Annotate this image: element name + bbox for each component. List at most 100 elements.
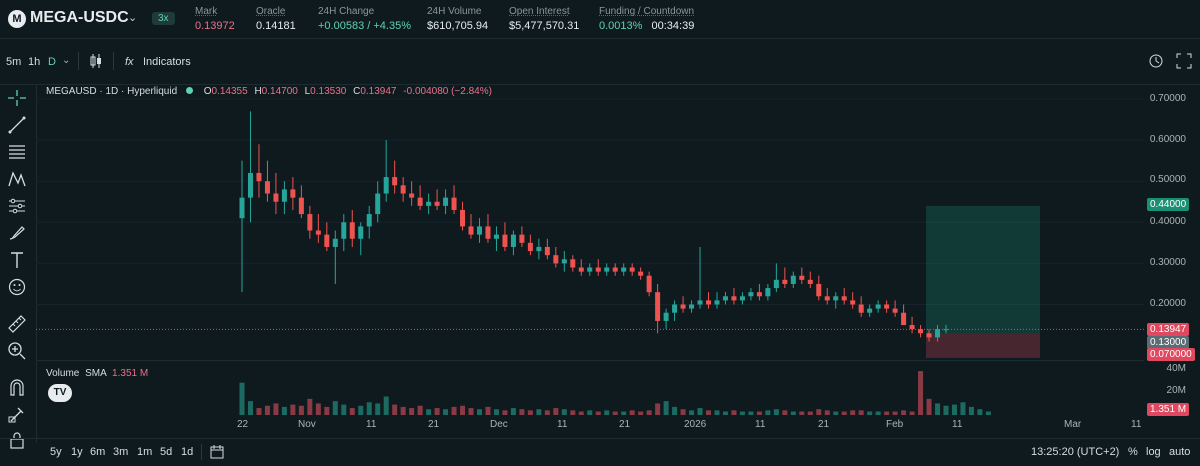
fx-icon[interactable]: fx xyxy=(125,56,134,68)
tradingview-logo-icon[interactable]: TV xyxy=(48,384,72,402)
range-5y[interactable]: 5y xyxy=(50,446,62,458)
legend-open: 0.14355 xyxy=(211,86,248,97)
candle-body xyxy=(239,197,245,219)
x-tick: 11 xyxy=(366,419,377,430)
volume-bar xyxy=(476,409,482,415)
volume-bar xyxy=(434,408,440,415)
candle-body xyxy=(460,209,466,227)
ruler-icon[interactable] xyxy=(6,313,28,333)
stat-label: Open Interest xyxy=(509,6,570,17)
log-toggle[interactable]: log xyxy=(1146,446,1161,458)
horizontal-lines-icon[interactable] xyxy=(6,142,28,162)
candle-body xyxy=(935,329,941,338)
trend-line-icon[interactable] xyxy=(6,115,28,135)
volume-bar xyxy=(977,409,983,415)
chevron-down-icon[interactable]: ⌄ xyxy=(128,12,138,24)
stat-open-interest: Open Interest $5,477,570.31 xyxy=(509,6,579,32)
candle-type-icon[interactable] xyxy=(89,53,103,69)
volume-bar xyxy=(247,401,253,415)
candle-body xyxy=(926,333,932,338)
volume-chart[interactable] xyxy=(36,362,1144,417)
volume-bar xyxy=(867,411,873,415)
forecast-icon[interactable] xyxy=(6,196,28,216)
volume-bar xyxy=(858,410,864,415)
stat-label: Mark xyxy=(195,6,218,17)
candle-body xyxy=(638,271,644,276)
toolbar-divider xyxy=(201,444,202,460)
volume-bar xyxy=(714,410,720,415)
legend-change: -0.004080 (−2.84%) xyxy=(403,86,492,97)
volume-bar xyxy=(256,408,262,415)
indicators-button[interactable]: Indicators xyxy=(143,56,191,68)
candle-body xyxy=(629,267,635,272)
interval-1h[interactable]: 1h xyxy=(28,56,41,68)
clock-timezone[interactable]: 13:25:20 (UTC+2) xyxy=(1031,446,1120,458)
stat-24h-change: 24H Change +0.00583 / +4.35% xyxy=(318,6,411,32)
volume-bar xyxy=(493,409,499,415)
volume-bar xyxy=(901,410,907,415)
stat-value: +0.00583 / +4.35% xyxy=(318,20,411,32)
range-6m[interactable]: 6m xyxy=(90,446,106,458)
volume-bar xyxy=(443,409,449,415)
stat-funding: Funding / Countdown 0.0013% 00:34:39 xyxy=(599,6,694,32)
stop-loss-zone[interactable] xyxy=(926,333,1040,358)
interval-5m[interactable]: 5m xyxy=(6,56,22,68)
volume-bar xyxy=(366,402,372,415)
volume-bar xyxy=(426,409,432,415)
candle-body xyxy=(858,304,864,313)
stat-24h-volume: 24H Volume $610,705.94 xyxy=(427,6,488,32)
volume-bar xyxy=(553,408,559,415)
fullscreen-icon[interactable] xyxy=(1176,53,1192,69)
pattern-icon[interactable] xyxy=(6,169,28,189)
range-5d[interactable]: 5d xyxy=(160,446,173,458)
candle-body xyxy=(561,259,567,264)
range-3m[interactable]: 3m xyxy=(113,446,129,458)
candle-body xyxy=(773,279,779,289)
candle-body xyxy=(298,197,304,215)
volume-bar xyxy=(358,405,364,415)
text-icon[interactable] xyxy=(6,250,28,270)
candle-body xyxy=(689,304,695,309)
chevron-down-icon[interactable]: ⌄ xyxy=(62,55,71,66)
percent-toggle[interactable]: % xyxy=(1128,446,1138,458)
candle-body xyxy=(383,177,389,194)
lock-drawing-icon[interactable] xyxy=(6,404,28,424)
magnet-icon[interactable] xyxy=(6,377,28,397)
zoom-in-icon[interactable] xyxy=(6,340,28,360)
candle-body xyxy=(782,279,788,284)
replay-clock-icon[interactable] xyxy=(1148,53,1164,69)
price-chart[interactable] xyxy=(36,85,1144,415)
pair-selector[interactable]: MEGA-USDC xyxy=(30,9,129,26)
brush-icon[interactable] xyxy=(6,223,28,243)
bottom-toolbar xyxy=(0,438,1200,466)
candle-body xyxy=(850,300,856,305)
volume-bar xyxy=(281,406,287,415)
range-1y[interactable]: 1y xyxy=(71,446,83,458)
entry-price-tag: 0.13000 xyxy=(1147,336,1190,349)
candle-body xyxy=(807,279,813,284)
candle-body xyxy=(358,226,364,239)
crosshair-icon[interactable] xyxy=(6,88,28,108)
volume-bar xyxy=(790,411,796,415)
x-tick: 11 xyxy=(952,419,963,430)
lock-icon[interactable] xyxy=(6,430,28,450)
volume-bar xyxy=(383,396,389,415)
volume-bar xyxy=(663,401,669,415)
candle-body xyxy=(332,238,338,247)
emoji-icon[interactable] xyxy=(6,277,28,297)
candle-body xyxy=(595,267,601,272)
calendar-icon[interactable] xyxy=(209,444,225,460)
candle-body xyxy=(918,329,924,334)
x-tick: 21 xyxy=(619,419,631,430)
interval-d[interactable]: D xyxy=(48,56,56,68)
funding-countdown: 00:34:39 xyxy=(651,20,695,32)
volume-bar xyxy=(706,410,712,415)
range-1m[interactable]: 1m xyxy=(137,446,153,458)
volume-bar xyxy=(646,410,652,415)
take-profit-zone[interactable] xyxy=(926,205,1040,334)
auto-toggle[interactable]: auto xyxy=(1169,446,1191,458)
candle-body xyxy=(697,300,703,305)
range-1d[interactable]: 1d xyxy=(181,446,194,458)
volume-bar xyxy=(621,411,627,415)
leverage-badge[interactable]: 3x xyxy=(152,12,175,25)
